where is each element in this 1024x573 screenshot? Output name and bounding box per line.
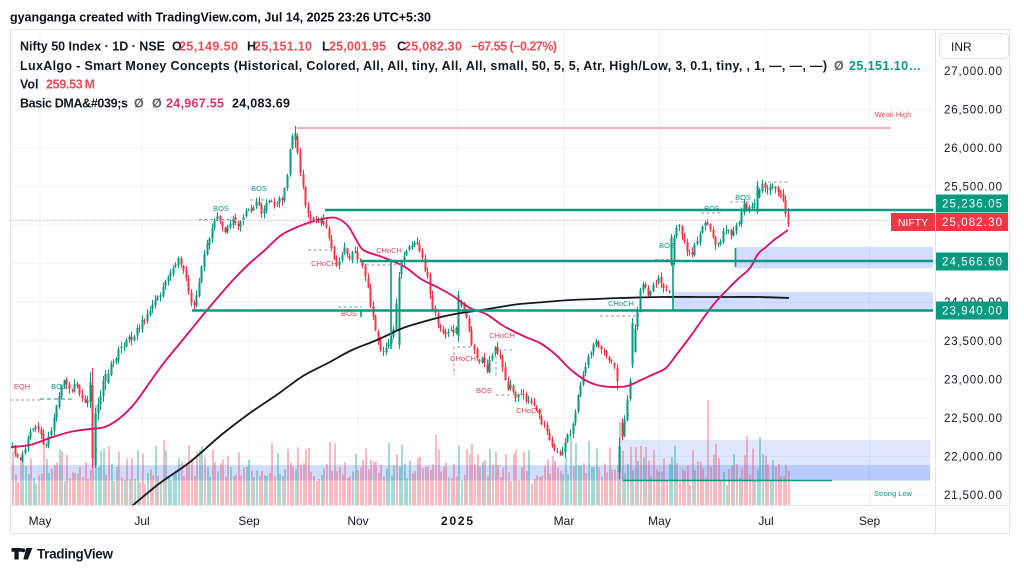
svg-text:gyanganga created with Trading: gyanganga created with TradingView.com, … <box>10 11 431 25</box>
svg-text:CHoCH: CHoCH <box>450 354 476 363</box>
svg-text:24,083.69: 24,083.69 <box>232 97 290 111</box>
svg-text:BOS: BOS <box>251 184 267 193</box>
svg-text:25,236.05: 25,236.05 <box>942 199 1002 211</box>
svg-text:CHoCH: CHoCH <box>516 406 542 415</box>
svg-text:Vol: Vol <box>20 78 39 92</box>
svg-text:BOS: BOS <box>51 382 67 391</box>
svg-text:Ø: Ø <box>134 97 144 111</box>
svg-text:Jul: Jul <box>134 514 149 528</box>
svg-text:Nov: Nov <box>347 514 368 528</box>
svg-text:NIFTY: NIFTY <box>898 217 928 229</box>
svg-text:24,967.55: 24,967.55 <box>166 97 224 111</box>
svg-text:24,566.60: 24,566.60 <box>942 257 1002 269</box>
svg-text:BOS: BOS <box>659 241 675 250</box>
svg-text:Mar: Mar <box>554 514 575 528</box>
svg-text:23,500.00: 23,500.00 <box>944 336 1002 348</box>
svg-text:May: May <box>648 514 671 528</box>
svg-text:Ø: Ø <box>152 97 162 111</box>
svg-text:Sep: Sep <box>238 514 260 528</box>
svg-text:26,500.00: 26,500.00 <box>944 104 1002 116</box>
svg-text:Jul: Jul <box>758 514 773 528</box>
svg-text:23,000.00: 23,000.00 <box>944 374 1002 386</box>
svg-text:−67.55 (−0.27%): −67.55 (−0.27%) <box>471 40 557 54</box>
svg-text:EQH: EQH <box>14 382 30 391</box>
svg-text:21,500.00: 21,500.00 <box>944 490 1002 502</box>
svg-text:27,000.00: 27,000.00 <box>944 66 1002 78</box>
svg-text:25,151.10…: 25,151.10… <box>849 59 921 73</box>
svg-text:CHoCH: CHoCH <box>608 299 634 308</box>
svg-text:25,082.30: 25,082.30 <box>404 40 462 54</box>
svg-text:25,082.30: 25,082.30 <box>942 217 1002 229</box>
svg-text:25,149.50: 25,149.50 <box>179 40 238 54</box>
svg-text:26,000.00: 26,000.00 <box>944 143 1002 155</box>
svg-text:H: H <box>247 40 256 54</box>
svg-text:Nifty 50 Index · 1D · NSE: Nifty 50 Index · 1D · NSE <box>20 40 165 54</box>
svg-text:25,151.10: 25,151.10 <box>254 40 312 54</box>
svg-text:BOS: BOS <box>704 204 720 213</box>
svg-text:Weak High: Weak High <box>875 110 912 119</box>
svg-text:22,500.00: 22,500.00 <box>944 413 1002 425</box>
svg-text:CHoCH: CHoCH <box>489 331 515 340</box>
svg-text:BOS: BOS <box>735 193 751 202</box>
svg-text:CHoCH: CHoCH <box>311 259 337 268</box>
svg-text:INR: INR <box>951 40 972 54</box>
svg-text:25,500.00: 25,500.00 <box>944 182 1002 194</box>
svg-text:259.53 M: 259.53 M <box>46 78 95 92</box>
svg-text:May: May <box>29 514 52 528</box>
svg-text:25,001.95: 25,001.95 <box>329 40 386 54</box>
svg-text:LuxAlgo - Smart Money Concepts: LuxAlgo - Smart Money Concepts (Historic… <box>20 59 827 73</box>
svg-text:Strong Low: Strong Low <box>874 489 913 498</box>
svg-text:Sep: Sep <box>859 514 881 528</box>
svg-text:O: O <box>172 40 182 54</box>
svg-text:2025: 2025 <box>441 514 473 528</box>
svg-text:BOS: BOS <box>476 386 492 395</box>
svg-text:BOS: BOS <box>341 309 357 318</box>
svg-text:BOS: BOS <box>213 204 229 213</box>
svg-text:C: C <box>397 40 406 54</box>
svg-text:TradingView: TradingView <box>37 547 113 562</box>
svg-text:Basic DMA&#039;s: Basic DMA&#039;s <box>20 97 128 111</box>
svg-text:L: L <box>322 40 330 54</box>
svg-text:CHoCH: CHoCH <box>376 246 402 255</box>
svg-text:23,940.00: 23,940.00 <box>942 306 1002 318</box>
svg-text:22,000.00: 22,000.00 <box>944 451 1002 463</box>
svg-text:Ø: Ø <box>834 59 844 73</box>
